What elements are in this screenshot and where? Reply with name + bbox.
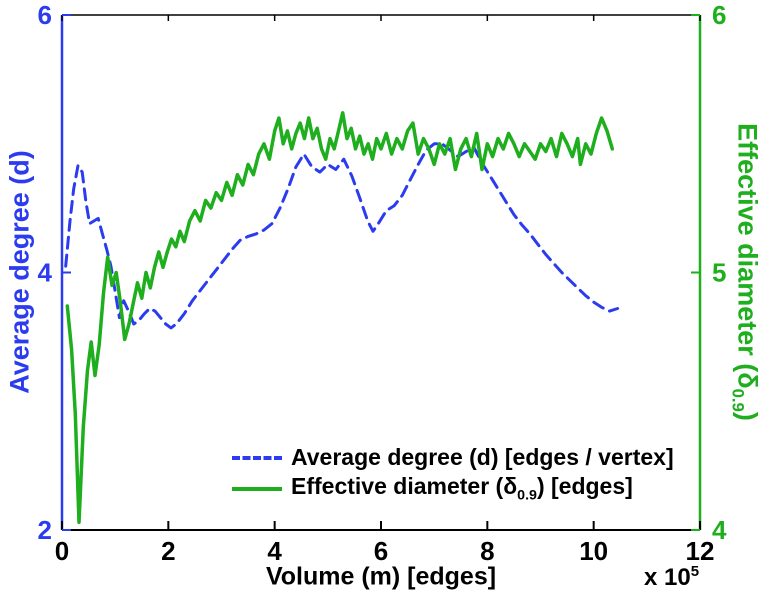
legend-label-eff-subscript: 0.9	[517, 487, 537, 504]
svg-text:0: 0	[55, 536, 69, 566]
legend-sample-solid-line	[232, 486, 282, 491]
svg-text:12: 12	[686, 536, 715, 566]
legend-label-eff-suffix: ) [edges]	[536, 473, 633, 500]
x-axis-multiplier-base: x 10	[644, 564, 691, 591]
svg-text:4: 4	[267, 536, 282, 566]
svg-text:6: 6	[374, 536, 388, 566]
legend: Average degree (d) [edges / vertex] Effe…	[232, 442, 674, 504]
svg-text:2: 2	[38, 515, 52, 545]
y-axis-right-label-suffix: )	[732, 411, 763, 421]
svg-text:6: 6	[38, 0, 52, 30]
legend-item-average-degree: Average degree (d) [edges / vertex]	[232, 442, 674, 473]
svg-text:6: 6	[712, 0, 726, 30]
x-axis-multiplier-exponent: 5	[690, 563, 700, 580]
y-axis-right-label: Effective diameter (δ0.9)	[727, 123, 762, 421]
x-axis-multiplier: x 105	[644, 563, 699, 592]
legend-sample-dashed-line	[232, 455, 282, 460]
legend-label-eff-prefix: Effective diameter (δ	[291, 473, 518, 500]
y-axis-right-label-subscript: 0.9	[728, 388, 748, 412]
svg-text:4: 4	[38, 258, 53, 288]
y-axis-left-label: Average degree (d)	[4, 150, 35, 394]
svg-text:10: 10	[579, 536, 608, 566]
svg-text:2: 2	[161, 536, 175, 566]
svg-text:5: 5	[712, 258, 726, 288]
svg-text:8: 8	[480, 536, 494, 566]
x-axis-label: Volume (m) [edges]	[265, 562, 497, 591]
legend-item-effective-diameter: Effective diameter (δ0.9) [edges]	[232, 473, 674, 504]
legend-label-average-degree: Average degree (d) [edges / vertex]	[291, 444, 674, 470]
svg-text:4: 4	[712, 515, 727, 545]
y-axis-right-label-prefix: Effective diameter (δ	[732, 123, 763, 389]
legend-label-effective-diameter: Effective diameter (δ0.9) [edges]	[291, 473, 633, 504]
